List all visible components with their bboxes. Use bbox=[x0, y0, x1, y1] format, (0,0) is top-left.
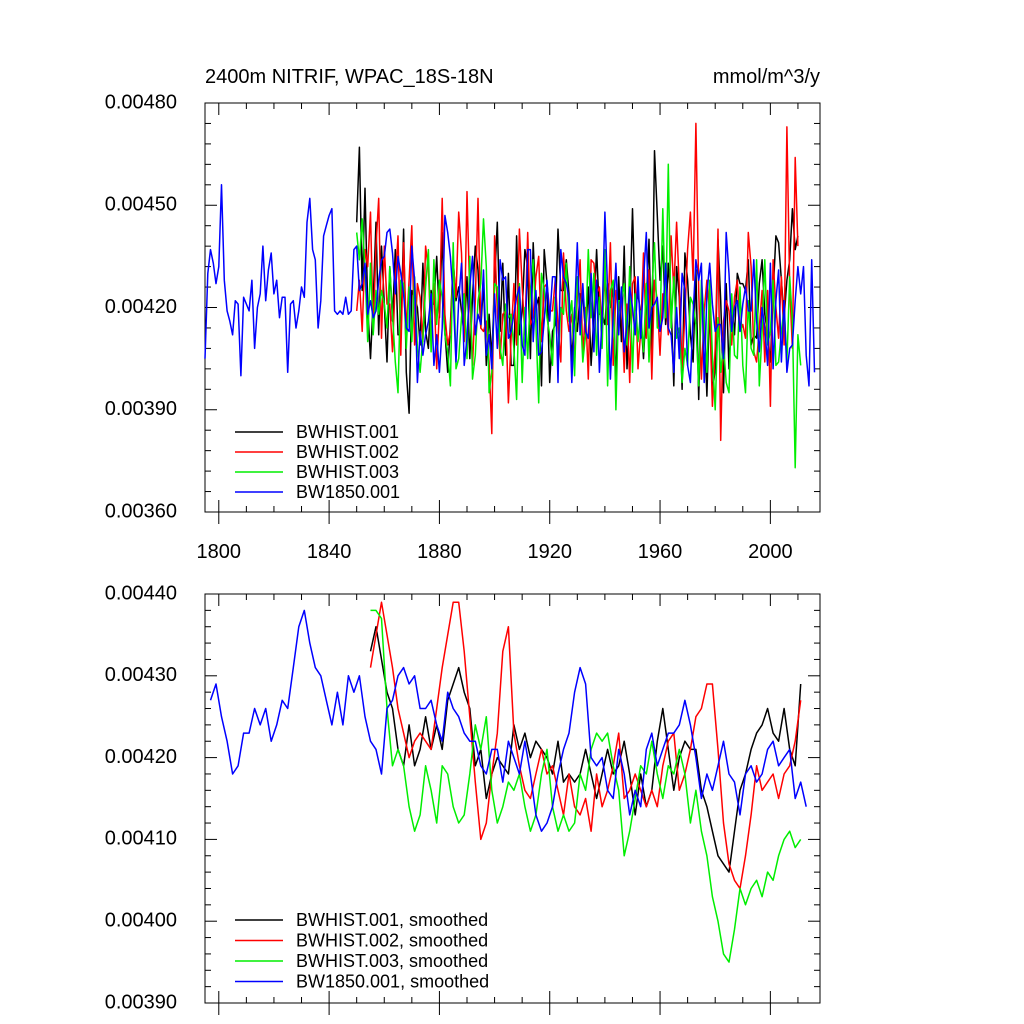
x-tick-label: 1800 bbox=[197, 541, 242, 563]
y-tick-label: 0.00390 bbox=[105, 991, 177, 1013]
y-tick-label: 0.00420 bbox=[105, 746, 177, 768]
y-tick-label: 0.00480 bbox=[105, 91, 177, 113]
y-tick-label: 0.00410 bbox=[105, 828, 177, 850]
y-tick-label: 0.00440 bbox=[105, 582, 177, 604]
series-line-bw1850-001-smoothed bbox=[209, 609, 807, 832]
top-panel-raw-series: 2400m NITRIF, WPAC_18S-18N mmol/m^3/y 0.00… bbox=[105, 66, 821, 563]
legend-label: BW1850.001 bbox=[296, 482, 400, 502]
y-tick-label: 0.00450 bbox=[105, 194, 177, 216]
x-tick-label: 1920 bbox=[527, 541, 572, 563]
legend-label: BWHIST.001 bbox=[296, 422, 399, 442]
legend-label: BWHIST.003, smoothed bbox=[296, 951, 488, 971]
bottom-panel-smoothed-series: 0.00390 0.00400 0.00410 0.00420 0.00430 0.004… bbox=[105, 582, 821, 1015]
legend-label: BWHIST.003 bbox=[296, 462, 399, 482]
legend-label: BWHIST.002 bbox=[296, 442, 399, 462]
x-tick-label: 1960 bbox=[638, 541, 683, 563]
x-tick-label: 1880 bbox=[417, 541, 462, 563]
legend-label: BW1850.001, smoothed bbox=[296, 972, 489, 992]
x-tick-label: 1840 bbox=[307, 541, 352, 563]
y-tick-label: 0.00420 bbox=[105, 296, 177, 318]
plot-frame bbox=[204, 593, 821, 1004]
x-tick-label: 2000 bbox=[748, 541, 793, 563]
y-tick-label: 0.00430 bbox=[105, 664, 177, 686]
series-line-bw1850-001 bbox=[204, 184, 816, 387]
y-tick-label: 0.00360 bbox=[105, 500, 177, 522]
series-line-bwhist-001-smoothed bbox=[369, 625, 802, 873]
series-line-bwhist-002-smoothed bbox=[369, 601, 802, 890]
units-label: mmol/m^3/y bbox=[713, 66, 820, 88]
legend-label: BWHIST.001, smoothed bbox=[296, 910, 488, 930]
y-tick-label: 0.00400 bbox=[105, 909, 177, 931]
y-tick-label: 0.00390 bbox=[105, 398, 177, 420]
series-line-bwhist-003-smoothed bbox=[370, 609, 802, 963]
legend-label: BWHIST.002, smoothed bbox=[296, 931, 488, 951]
chart-title: 2400m NITRIF, WPAC_18S-18N bbox=[205, 66, 494, 88]
